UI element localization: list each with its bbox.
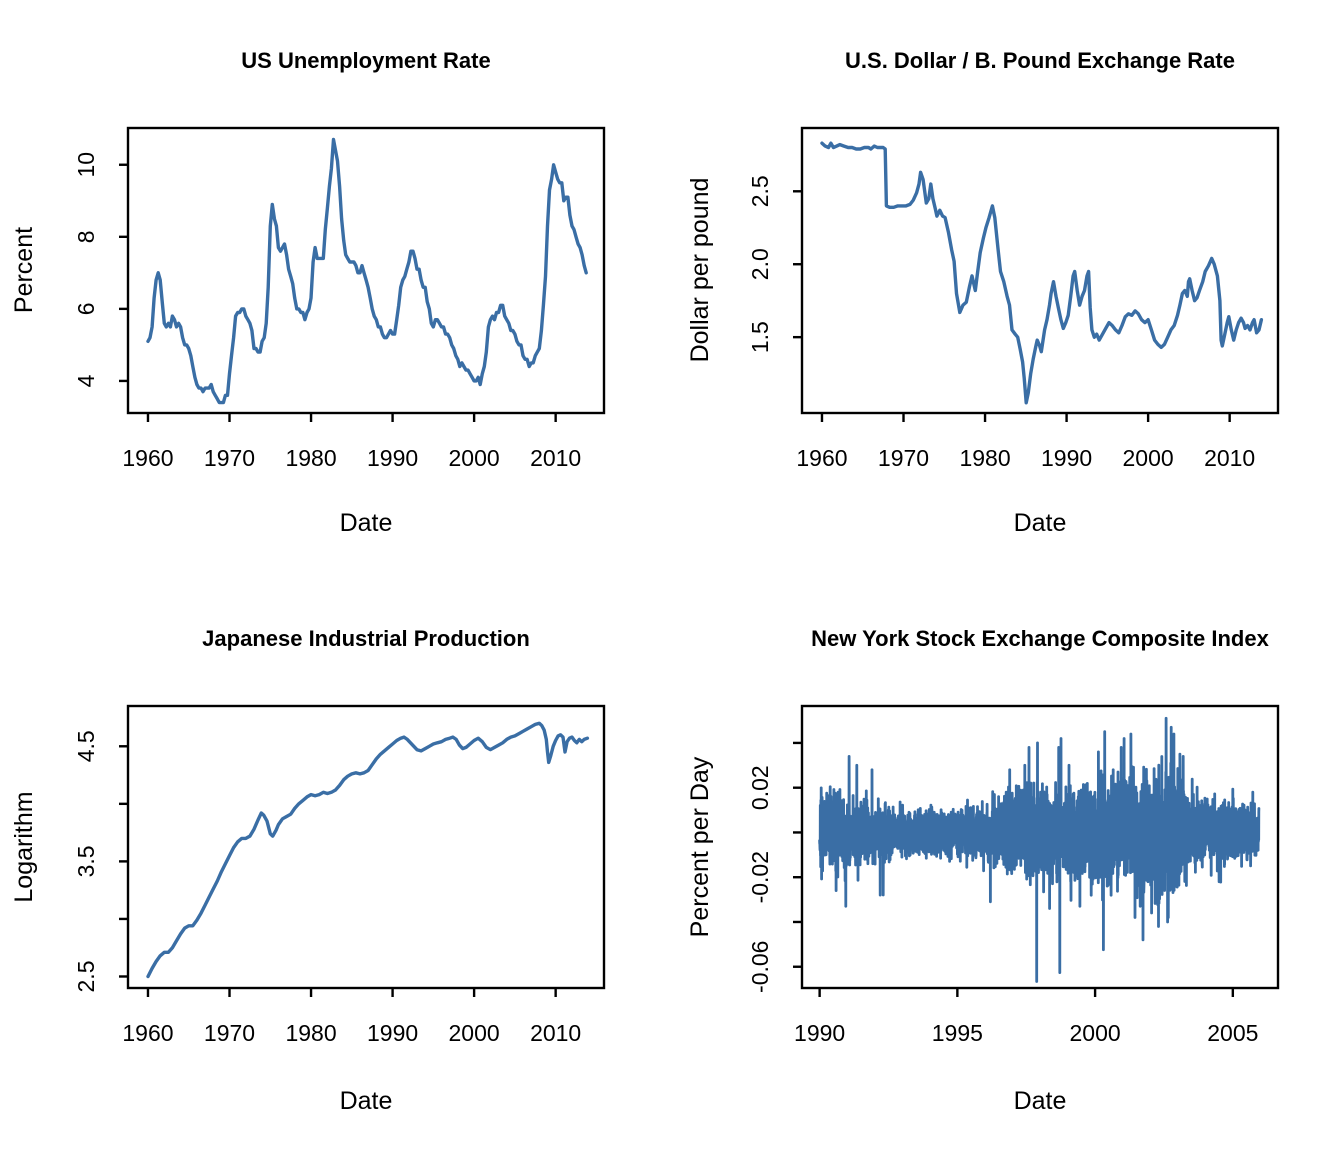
x-tick-label: 2000 — [449, 445, 500, 471]
y-axis-label-japan-production: Logarithm — [10, 791, 38, 903]
plot-box-nyse-index — [800, 704, 1280, 990]
x-tick-label: 1960 — [796, 445, 847, 471]
x-axis-label-us-unemployment: Date — [339, 509, 393, 537]
y-axis-label-us-unemployment: Percent — [10, 226, 38, 314]
y-tick-label: 4 — [73, 374, 99, 387]
x-tick-label: 1970 — [204, 445, 255, 471]
panel-exchange-rate: 1960 1970 1980 1990 2000 2010 1.5 2.0 2.5 — [747, 126, 1280, 471]
panel-title-nyse-index: New York Stock Exchange Composite Index — [811, 626, 1269, 651]
x-axis-label-exchange-rate: Date — [1013, 509, 1067, 537]
plot-box-exchange-rate — [800, 126, 1280, 415]
panel-title-exchange-rate: U.S. Dollar / B. Pound Exchange Rate — [845, 48, 1235, 73]
x-tick-label: 1990 — [367, 445, 418, 471]
y-axis-label-exchange-rate: Dollar per pound — [686, 177, 714, 363]
y-tick-label: -0.02 — [747, 851, 773, 903]
x-tick-label: 1960 — [122, 1020, 173, 1046]
panel-nyse-index: 1990 1995 2000 2005 0.02 -0.02 -0.06 — [747, 704, 1280, 1046]
x-tick-label: 2010 — [1204, 445, 1255, 471]
plot-box-us-unemployment — [126, 126, 606, 415]
x-axis-label-japan-production: Date — [339, 1087, 393, 1115]
y-tick-label: 2.5 — [73, 960, 99, 992]
x-tick-label: 1990 — [794, 1020, 845, 1046]
x-tick-label: 1980 — [285, 445, 336, 471]
y-tick-label: 1.5 — [747, 321, 773, 353]
y-tick-label: 0.02 — [747, 765, 773, 810]
x-tick-label: 2005 — [1207, 1020, 1258, 1046]
y-tick-label: -0.06 — [747, 941, 773, 993]
y-tick-label: 2.5 — [747, 175, 773, 207]
x-tick-label: 1980 — [959, 445, 1010, 471]
x-tick-label: 1990 — [1041, 445, 1092, 471]
x-tick-label: 2010 — [530, 445, 581, 471]
y-tick-label: 3.5 — [73, 845, 99, 877]
y-tick-label: 10 — [73, 152, 99, 178]
panel-us-unemployment: 1960 1970 1980 1990 2000 2010 4 6 8 10 — [73, 126, 606, 471]
x-tick-label: 1970 — [878, 445, 929, 471]
x-tick-label: 2000 — [1123, 445, 1174, 471]
y-axis-label-nyse-index: Percent per Day — [686, 756, 714, 938]
series-line-us-unemployment — [146, 137, 588, 405]
x-axis-label-nyse-index: Date — [1013, 1087, 1067, 1115]
plot-box-japan-production — [126, 704, 606, 990]
panel-title-japan-production: Japanese Industrial Production — [202, 626, 530, 651]
x-tick-label: 1960 — [122, 445, 173, 471]
panel-title-us-unemployment: US Unemployment Rate — [241, 48, 491, 73]
x-tick-label: 1980 — [285, 1020, 336, 1046]
x-tick-label: 2000 — [449, 1020, 500, 1046]
y-tick-label: 8 — [73, 230, 99, 243]
series-line-nyse-index — [818, 716, 1261, 983]
panel-japan-production: 1960 1970 1980 1990 2000 2010 2.5 3.5 4.5 — [73, 704, 606, 1046]
x-tick-label: 1990 — [367, 1020, 418, 1046]
y-tick-label: 4.5 — [73, 730, 99, 762]
series-line-exchange-rate — [820, 141, 1264, 405]
x-tick-label: 1970 — [204, 1020, 255, 1046]
y-tick-label: 2.0 — [747, 248, 773, 280]
x-tick-label: 1995 — [932, 1020, 983, 1046]
series-line-japan-production — [146, 721, 590, 979]
x-tick-label: 2010 — [530, 1020, 581, 1046]
y-tick-label: 6 — [73, 302, 99, 315]
x-tick-label: 2000 — [1070, 1020, 1121, 1046]
